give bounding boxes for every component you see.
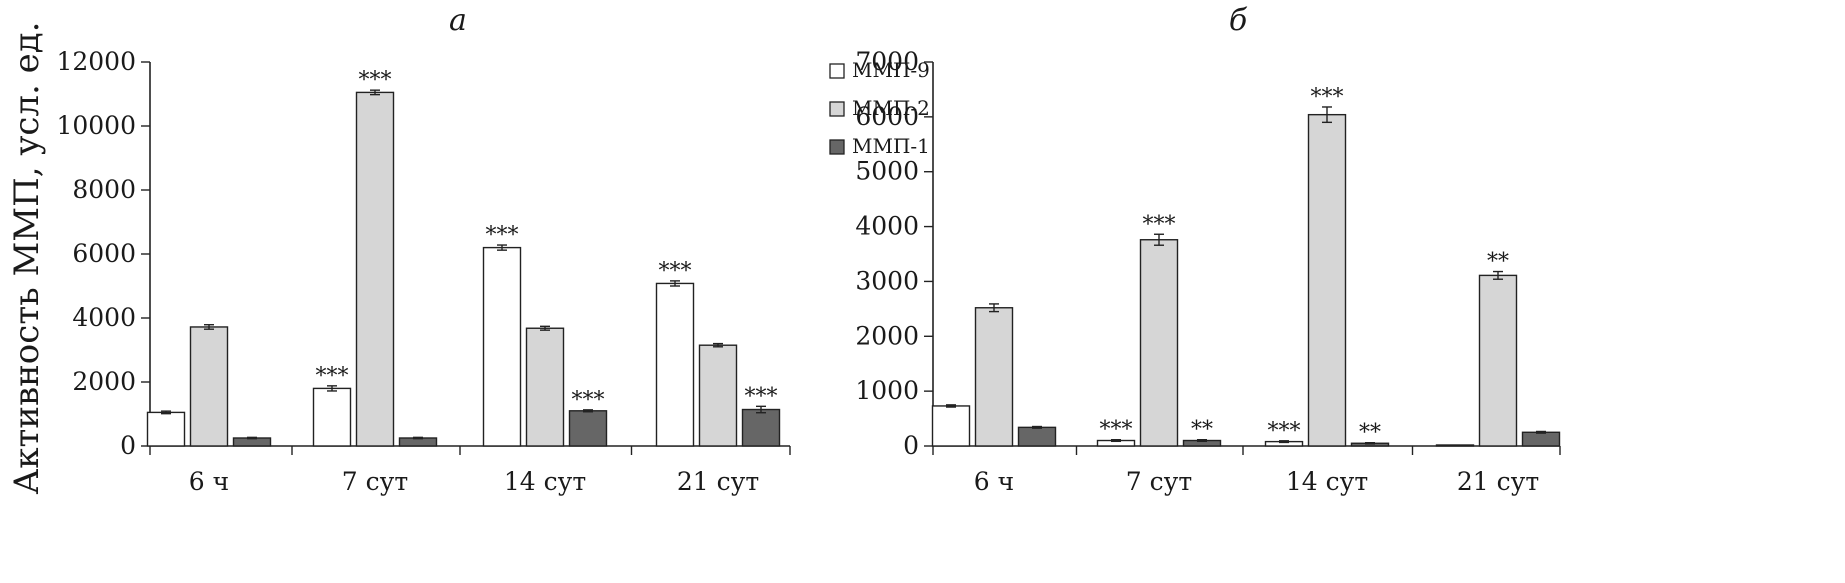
bar — [568, 410, 608, 447]
legend-swatch — [829, 63, 845, 79]
x-category-label: 7 сут — [342, 467, 408, 496]
bar — [1307, 113, 1347, 447]
bar — [482, 246, 522, 447]
bar — [931, 405, 971, 447]
legend-swatch — [829, 139, 845, 155]
panel-a-chart: а Активность ММП, усл. ед. 0 2000 4000 6000 80… — [7, 3, 791, 496]
significance-marker: *** — [572, 388, 605, 413]
significance-marker: *** — [1143, 212, 1176, 237]
y-tick-label: 3000 — [855, 266, 919, 295]
x-category-label: 21 сут — [1457, 467, 1539, 496]
y-tick-label: 0 — [903, 431, 919, 460]
legend-label: ММП-2 — [852, 96, 930, 120]
bar — [525, 327, 565, 447]
y-tick-label: 4000 — [72, 303, 136, 332]
bar — [1017, 426, 1057, 447]
y-tick-label: 10000 — [56, 111, 136, 140]
significance-marker: *** — [1268, 419, 1301, 444]
panel-label: а — [449, 3, 467, 38]
bar — [355, 91, 395, 447]
y-tick-label: 0 — [120, 431, 136, 460]
y-tick-label: 5000 — [855, 157, 919, 186]
bar — [741, 408, 781, 447]
panel-b-chart: б 0 1000 2000 3000 4000 5000 6000 7000 6 ч 7 сут 14… — [855, 3, 1561, 496]
x-category-label: 7 сут — [1126, 467, 1192, 496]
significance-marker: *** — [486, 223, 519, 248]
bar — [698, 344, 738, 447]
y-tick-label: 7000 — [855, 47, 919, 76]
y-tick-label: 6000 — [855, 102, 919, 131]
significance-marker: *** — [359, 68, 392, 93]
bar — [1521, 431, 1561, 447]
y-tick-label: 2000 — [855, 321, 919, 350]
bar — [655, 282, 695, 447]
y-tick-label: 4000 — [855, 212, 919, 241]
legend-label: ММП-1 — [852, 134, 930, 158]
significance-marker: ** — [1359, 421, 1381, 446]
legend-swatch — [829, 101, 845, 117]
x-category-label: 6 ч — [189, 467, 229, 496]
bar — [312, 387, 352, 447]
y-tick-label: 6000 — [72, 239, 136, 268]
significance-marker: *** — [1311, 85, 1344, 110]
x-category-label: 6 ч — [974, 467, 1014, 496]
legend-label: ММП-9 — [852, 58, 930, 82]
legend: ММП-9 ММП-2 ММП-1 — [829, 58, 930, 158]
bar — [974, 307, 1014, 447]
bar — [1478, 274, 1518, 447]
y-tick-label: 2000 — [72, 367, 136, 396]
significance-marker: *** — [659, 259, 692, 284]
y-axis-label: Активность ММП, усл. ед. — [7, 22, 47, 495]
x-category-label: 21 сут — [677, 467, 759, 496]
y-tick-label: 12000 — [56, 47, 136, 76]
significance-marker: *** — [745, 384, 778, 409]
x-category-label: 14 сут — [504, 467, 586, 496]
x-category-label: 14 сут — [1286, 467, 1368, 496]
significance-marker: ** — [1191, 418, 1213, 443]
significance-marker: ** — [1487, 250, 1509, 275]
significance-marker: *** — [316, 364, 349, 389]
significance-marker: *** — [1100, 418, 1133, 443]
bar — [1139, 239, 1179, 447]
y-tick-label: 8000 — [72, 175, 136, 204]
bar — [189, 326, 229, 447]
bar — [146, 411, 186, 447]
panel-label: б — [1229, 3, 1248, 38]
y-tick-label: 1000 — [855, 376, 919, 405]
